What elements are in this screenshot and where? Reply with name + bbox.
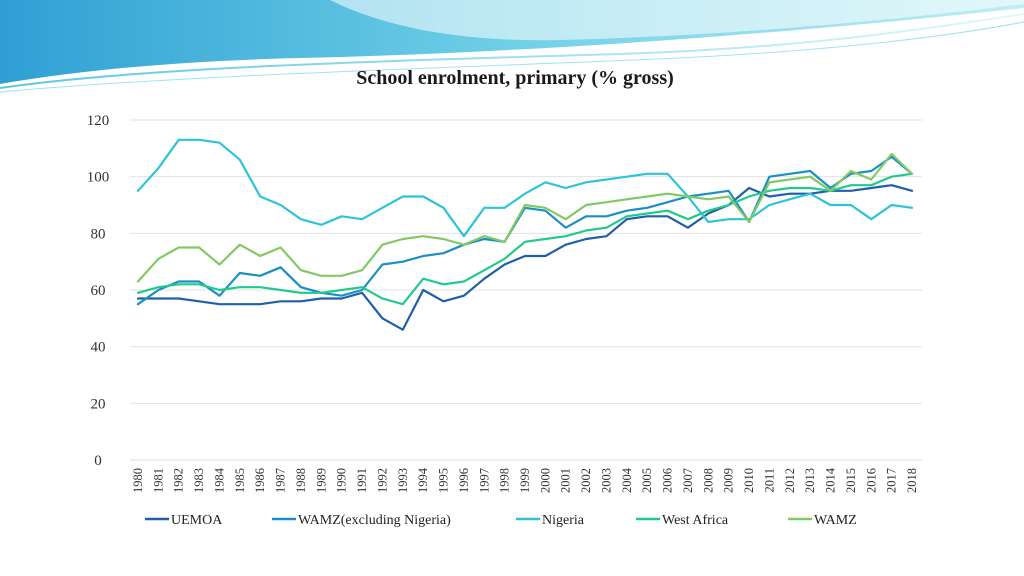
x-tick-label: 2001 xyxy=(559,468,573,493)
x-tick-label: 2000 xyxy=(538,468,552,493)
x-tick-label: 2010 xyxy=(742,468,756,493)
x-tick-label: 1998 xyxy=(498,468,512,493)
x-tick-label: 1982 xyxy=(172,468,186,493)
y-axis-ticks: 0 20 40 60 80 100 120 xyxy=(87,113,110,469)
legend: UEMOA WAMZ(excluding Nigeria) Nigeria West … xyxy=(145,513,857,528)
x-tick-label: 2014 xyxy=(824,467,838,493)
x-tick-label: 1984 xyxy=(212,467,226,493)
y-tick-label: 60 xyxy=(91,283,106,299)
x-tick-label: 1999 xyxy=(518,468,532,493)
y-tick-label: 20 xyxy=(91,396,106,412)
x-tick-label: 1997 xyxy=(477,468,491,493)
chart-title: School enrolment, primary (% gross) xyxy=(356,67,674,89)
legend-label: WAMZ(excluding Nigeria) xyxy=(298,513,451,528)
x-tick-label: 2004 xyxy=(620,467,634,493)
x-tick-label: 1983 xyxy=(192,468,206,493)
x-tick-label: 2011 xyxy=(762,468,776,493)
y-tick-label: 40 xyxy=(91,340,106,356)
x-tick-label: 1994 xyxy=(416,467,430,493)
x-tick-label: 1990 xyxy=(335,468,349,493)
x-tick-label: 2012 xyxy=(783,468,797,493)
x-tick-label: 1986 xyxy=(253,468,267,493)
y-tick-label: 120 xyxy=(87,113,110,129)
series-line-nigeria xyxy=(136,138,914,238)
series-line-west-africa xyxy=(136,172,914,306)
x-tick-label: 2018 xyxy=(905,468,919,493)
x-tick-label: 1993 xyxy=(396,468,410,493)
x-tick-label: 1988 xyxy=(294,468,308,493)
series-line-wamz xyxy=(136,152,914,283)
x-tick-label: 2009 xyxy=(722,468,736,493)
x-tick-label: 2002 xyxy=(579,468,593,493)
legend-label: Nigeria xyxy=(542,513,585,528)
grid xyxy=(130,119,922,461)
series-line-wamz-excluding-nigeria xyxy=(136,155,914,306)
legend-label: UEMOA xyxy=(171,513,223,528)
y-tick-label: 100 xyxy=(87,170,110,186)
x-tick-label: 1989 xyxy=(314,468,328,493)
x-tick-label: 1981 xyxy=(151,468,165,493)
y-tick-label: 0 xyxy=(94,453,102,469)
x-axis-ticks: 1980 1981 1982 1983 1984 1985 1986 1987 1988 1989… xyxy=(131,467,919,493)
x-tick-label: 2015 xyxy=(844,468,858,493)
legend-label: WAMZ xyxy=(814,513,857,528)
x-tick-label: 1992 xyxy=(375,468,389,493)
x-tick-label: 2017 xyxy=(885,468,899,493)
x-tick-label: 1980 xyxy=(131,468,145,493)
x-tick-label: 1996 xyxy=(457,468,471,493)
x-tick-label: 1991 xyxy=(355,468,369,493)
x-tick-label: 2005 xyxy=(640,468,654,493)
x-tick-label: 2006 xyxy=(661,468,675,493)
x-tick-label: 1987 xyxy=(274,468,288,493)
series-line-uemoa xyxy=(136,184,914,331)
x-tick-label: 2013 xyxy=(803,468,817,493)
x-tick-label: 2007 xyxy=(681,468,695,493)
y-tick-label: 80 xyxy=(91,226,106,242)
x-tick-label: 2008 xyxy=(701,468,715,493)
x-tick-label: 2016 xyxy=(864,468,878,493)
legend-label: West Africa xyxy=(662,513,729,528)
slide-header-decoration xyxy=(0,0,1024,93)
series-lines xyxy=(136,138,914,331)
x-tick-label: 1985 xyxy=(233,468,247,493)
x-tick-label: 1995 xyxy=(437,468,451,493)
x-tick-label: 2003 xyxy=(599,468,613,493)
